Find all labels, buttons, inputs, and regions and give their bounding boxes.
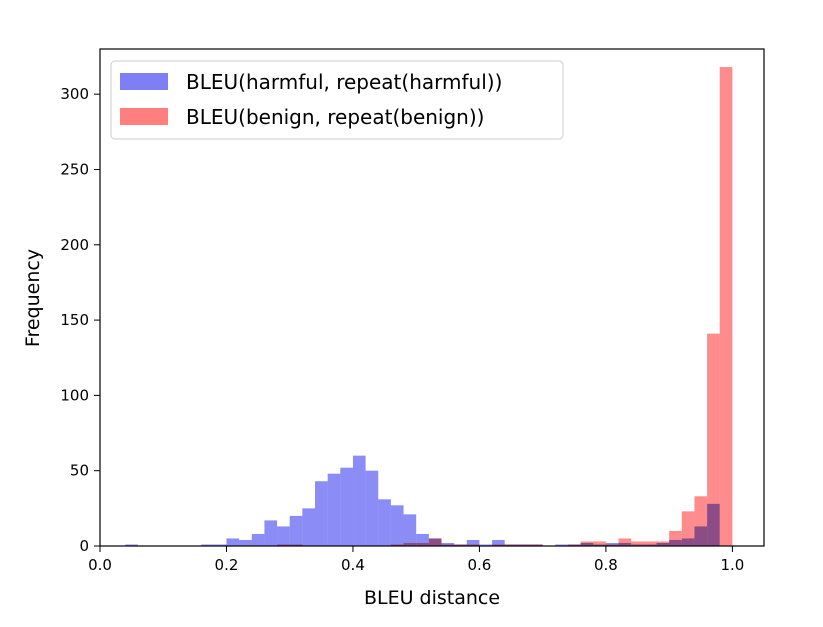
benign-bar — [681, 511, 695, 546]
legend-label-benign: BLEU(benign, repeat(benign)) — [186, 105, 484, 129]
harmful-bar — [289, 515, 303, 546]
x-ticks: 0.0 0.2 0.4 0.6 0.8 1.0 — [88, 546, 744, 574]
harmful-bar — [302, 508, 316, 546]
benign-bar — [618, 538, 632, 546]
benign-bar — [643, 541, 657, 546]
legend-label-harmful: BLEU(harmful, repeat(harmful)) — [186, 70, 502, 94]
harmful-bar — [466, 539, 480, 546]
harmful-bar — [251, 533, 265, 546]
y-tick-label: 300 — [60, 85, 89, 103]
benign-bar — [454, 544, 467, 546]
benign-bar — [719, 67, 733, 546]
y-tick-label: 0 — [79, 537, 89, 555]
benign-bar — [669, 530, 682, 546]
legend-box — [110, 60, 564, 140]
y-tick-label: 250 — [60, 160, 89, 178]
benign-bar — [593, 541, 606, 546]
benign-bar — [466, 544, 480, 546]
harmful-bar — [492, 539, 505, 546]
benign-bar — [517, 544, 531, 546]
benign-bar — [656, 541, 670, 546]
x-tick-label: 0.4 — [341, 556, 365, 574]
y-tick-label: 50 — [70, 462, 89, 480]
benign-bar — [441, 544, 455, 546]
harmful-bar — [352, 455, 366, 546]
harmful-bar — [555, 544, 568, 546]
x-axis-label: BLEU distance — [364, 587, 500, 609]
benign-bar — [504, 544, 518, 546]
benign-bar — [428, 538, 442, 546]
benign-bar — [289, 544, 303, 546]
harmful-bar — [315, 481, 328, 546]
y-tick-label: 150 — [60, 311, 89, 329]
bars-layer — [125, 67, 733, 546]
benign-bar — [580, 541, 594, 546]
harmful-bar — [403, 514, 417, 546]
benign-bar — [567, 544, 581, 546]
harmful-bar — [125, 544, 138, 546]
benign-bar — [403, 542, 417, 546]
y-tick-label: 100 — [60, 386, 89, 404]
harmful-bar — [226, 538, 240, 546]
x-tick-label: 0.8 — [594, 556, 618, 574]
x-tick-label: 0.2 — [215, 556, 239, 574]
harmful-bar — [239, 539, 252, 546]
y-axis-label: Frequency — [22, 249, 44, 347]
harmful-bar — [201, 544, 214, 546]
harmful-bar — [365, 470, 379, 546]
benign-bar — [694, 496, 708, 546]
harmful-bar — [340, 467, 353, 546]
harmful-bar — [378, 499, 391, 546]
benign-bar — [605, 544, 619, 546]
legend: BLEU(harmful, repeat(harmful)) BLEU(beni… — [110, 60, 564, 140]
benign-bar — [707, 333, 720, 546]
legend-swatch-harmful — [120, 73, 168, 90]
harmful-bar — [327, 473, 341, 546]
plot-frame — [99, 48, 765, 547]
x-tick-label: 1.0 — [720, 556, 744, 574]
benign-bar — [416, 542, 429, 546]
y-ticks: 0 50 100 150 200 250 300 — [60, 85, 100, 555]
harmful-bar — [277, 526, 290, 546]
benign-bar — [390, 544, 404, 546]
harmful-bar — [213, 544, 227, 546]
legend-swatch-benign — [120, 108, 168, 125]
benign-bar — [492, 544, 505, 546]
harmful-bar — [479, 544, 493, 546]
y-tick-label: 200 — [60, 236, 89, 254]
harmful-bar — [390, 505, 404, 546]
harmful-bar — [264, 520, 278, 546]
harmful-bar — [416, 533, 429, 546]
benign-bar — [530, 544, 543, 546]
benign-bar — [631, 541, 644, 546]
benign-bar — [277, 544, 290, 546]
x-tick-label: 0.6 — [467, 556, 491, 574]
x-tick-label: 0.0 — [88, 556, 112, 574]
